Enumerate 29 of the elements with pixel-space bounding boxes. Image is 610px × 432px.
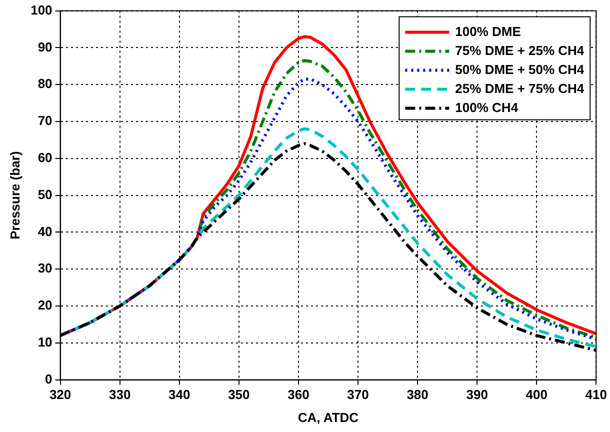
legend-label: 100% CH4 (455, 100, 519, 115)
line-series (190, 59, 596, 339)
y-tick-label: 80 (38, 76, 52, 92)
y-tick-label: 40 (38, 224, 52, 239)
x-tick-label: 340 (168, 387, 190, 402)
legend-label: 100% DME (455, 24, 522, 39)
y-tick-label: 10 (38, 334, 52, 350)
y-tick-label: 0 (45, 371, 52, 386)
x-tick-label: 400 (526, 387, 548, 402)
y-tick-label: 90 (38, 39, 52, 54)
y-tick-label: 30 (38, 260, 52, 276)
x-tick-label: 380 (406, 387, 428, 402)
legend-label: 75% DME + 25% CH4 (455, 42, 585, 58)
x-axis-title: CA, ATDC (298, 410, 360, 425)
y-tick-label: 100 (30, 2, 52, 18)
x-tick-label: 410 (585, 387, 608, 402)
y-tick-label: 50 (38, 186, 52, 202)
legend-label: 50% DME + 50% CH4 (455, 62, 585, 77)
y-tick-label: 70 (38, 113, 52, 128)
x-tick-label: 350 (228, 387, 250, 402)
y-axis-title: Pressure (bar) (7, 151, 22, 240)
y-tick-label: 60 (38, 150, 52, 165)
legend-label: 25% DME + 75% CH4 (455, 80, 585, 96)
x-tick-label: 360 (288, 387, 310, 402)
x-tick-label: 330 (108, 387, 131, 402)
x-tick-label: 370 (347, 387, 369, 402)
x-tick-label: 390 (466, 387, 488, 402)
x-tick-label: 320 (49, 387, 72, 402)
y-tick-label: 20 (38, 298, 52, 313)
